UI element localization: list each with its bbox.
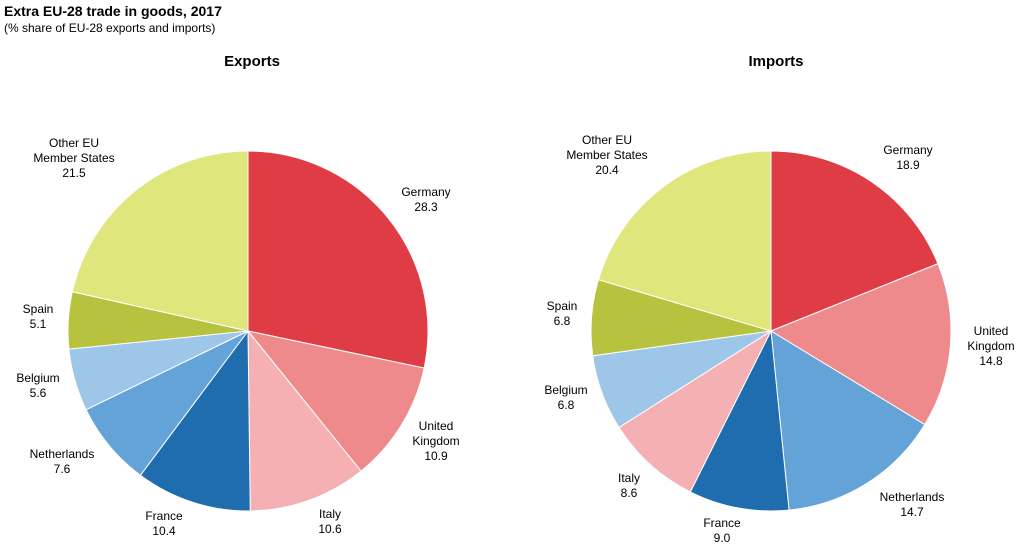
imports-value-spain: 6.8 <box>554 314 571 328</box>
exports-name-other-eu-member-states: Member States <box>33 151 114 165</box>
imports-value-united-kingdom: 14.8 <box>979 354 1003 368</box>
imports-label-spain: Spain 6.8 <box>547 299 578 328</box>
exports-slice-italy <box>247 329 362 512</box>
exports-value-france: 10.4 <box>152 524 176 538</box>
exports-slice-other-eu-member-states <box>71 150 249 332</box>
exports-name-france: France <box>145 509 183 523</box>
imports-slice-other-eu-member-states <box>597 150 772 332</box>
imports-value-france: 9.0 <box>714 531 731 545</box>
exports-label-germany: Germany 28.3 <box>401 185 450 214</box>
exports-name-germany: Germany <box>401 185 450 199</box>
exports-label-france: France 10.4 <box>145 509 183 538</box>
exports-label-belgium: Belgium 5.6 <box>16 371 59 400</box>
exports-value-belgium: 5.6 <box>30 386 47 400</box>
imports-label-united-kingdom: United Kingdom 14.8 <box>967 324 1014 368</box>
imports-name-netherlands: Netherlands <box>880 490 945 504</box>
imports-slice-netherlands <box>770 330 926 511</box>
figure-subtitle: (% share of EU-28 exports and imports) <box>4 21 216 35</box>
imports-label-germany: Germany 18.9 <box>883 143 932 172</box>
exports-name-united-kingdom: United <box>419 419 454 433</box>
imports-name-belgium: Belgium <box>544 383 587 397</box>
imports-chart-title: Imports <box>748 53 804 70</box>
imports-name-spain: Spain <box>547 299 578 313</box>
exports-slice-france <box>139 329 251 512</box>
imports-value-italy: 8.6 <box>621 486 638 500</box>
imports-label-netherlands: Netherlands 14.7 <box>880 490 945 519</box>
imports-label-france: France 9.0 <box>703 516 741 545</box>
imports-value-belgium: 6.8 <box>558 398 575 412</box>
imports-value-germany: 18.9 <box>896 158 920 172</box>
imports-label-italy: Italy 8.6 <box>618 471 640 500</box>
exports-chart-title: Exports <box>224 53 280 70</box>
imports-label-belgium: Belgium 6.8 <box>544 383 587 412</box>
imports-value-other-eu-member-states: 20.4 <box>595 163 619 177</box>
imports-slice-germany <box>770 150 939 332</box>
exports-value-germany: 28.3 <box>414 200 438 214</box>
imports-name-united-kingdom: United <box>974 324 1009 338</box>
imports-label-other-eu-member-states: Other EU Member States 20.4 <box>566 133 647 177</box>
imports-name-france: France <box>703 516 741 530</box>
exports-name-belgium: Belgium <box>16 371 59 385</box>
imports-name-other-eu-member-states: Member States <box>566 148 647 162</box>
exports-slice-united-kingdom <box>246 330 425 472</box>
imports-name-italy: Italy <box>618 471 640 485</box>
exports-label-italy: Italy 10.6 <box>318 507 342 536</box>
exports-value-united-kingdom: 10.9 <box>424 449 448 463</box>
figure-title: Extra EU-28 trade in goods, 2017 <box>4 3 222 19</box>
exports-label-netherlands: Netherlands 7.6 <box>30 447 95 476</box>
imports-name-united-kingdom: Kingdom <box>967 339 1014 353</box>
exports-value-spain: 5.1 <box>30 317 47 331</box>
exports-label-other-eu-member-states: Other EU Member States 21.5 <box>33 136 114 180</box>
exports-value-netherlands: 7.6 <box>54 462 71 476</box>
exports-name-italy: Italy <box>319 507 341 521</box>
imports-name-other-eu-member-states: Other EU <box>582 133 632 147</box>
imports-name-germany: Germany <box>883 143 932 157</box>
exports-name-spain: Spain <box>23 302 54 316</box>
exports-slice-germany <box>247 150 429 369</box>
imports-slice-france <box>689 329 790 512</box>
exports-value-italy: 10.6 <box>318 522 342 536</box>
exports-label-spain: Spain 5.1 <box>23 302 54 331</box>
exports-label-united-kingdom: United Kingdom 10.9 <box>412 419 459 463</box>
exports-name-netherlands: Netherlands <box>30 447 95 461</box>
imports-slice-united-kingdom <box>769 263 952 426</box>
exports-name-other-eu-member-states: Other EU <box>49 136 99 150</box>
exports-value-other-eu-member-states: 21.5 <box>62 166 86 180</box>
exports-name-united-kingdom: Kingdom <box>412 434 459 448</box>
imports-value-netherlands: 14.7 <box>900 505 924 519</box>
imports-slice-italy <box>618 329 773 493</box>
